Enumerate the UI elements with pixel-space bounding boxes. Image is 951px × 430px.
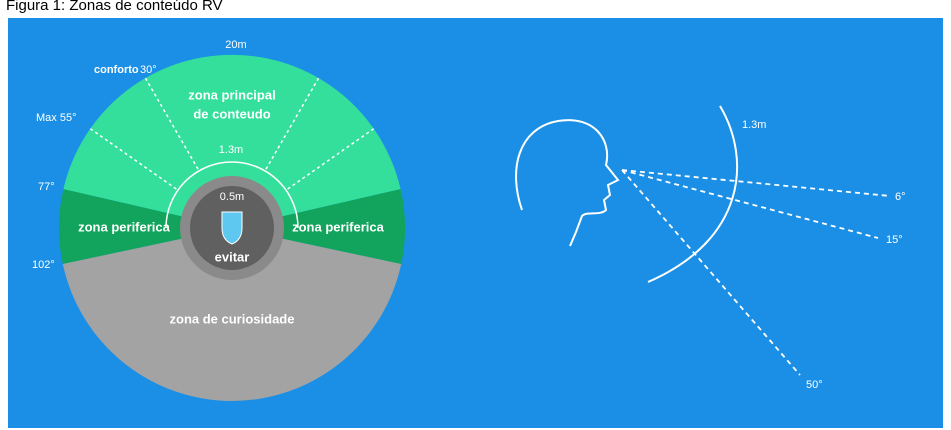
label: 15° [886, 234, 903, 246]
label: 102° [32, 259, 55, 271]
label: conforto [94, 64, 139, 76]
label: 50° [806, 379, 823, 391]
label: 0.5m [220, 191, 244, 203]
caption: Figura 1: Zonas de conteúdo RV [6, 0, 223, 14]
label: 20m [225, 39, 246, 51]
label: zona de curiosidade [170, 311, 295, 326]
label: 77° [38, 181, 55, 193]
label: Max 55° [36, 112, 76, 124]
page: Figura 1: Zonas de conteúdo RV 20m confo… [0, 0, 951, 430]
label: 6° [895, 191, 906, 203]
label: zona periferica [292, 219, 385, 234]
person-icon [222, 212, 242, 244]
label: 1.3m [742, 119, 766, 131]
label: de conteudo [193, 106, 270, 121]
label: zona periferica [78, 219, 171, 234]
figure: Figura 1: Zonas de conteúdo RV 20m confo… [0, 0, 951, 430]
label: 30° [140, 64, 157, 76]
label: zona principal [188, 87, 275, 102]
label: 1.3m [219, 144, 243, 156]
label: evitar [215, 249, 250, 264]
